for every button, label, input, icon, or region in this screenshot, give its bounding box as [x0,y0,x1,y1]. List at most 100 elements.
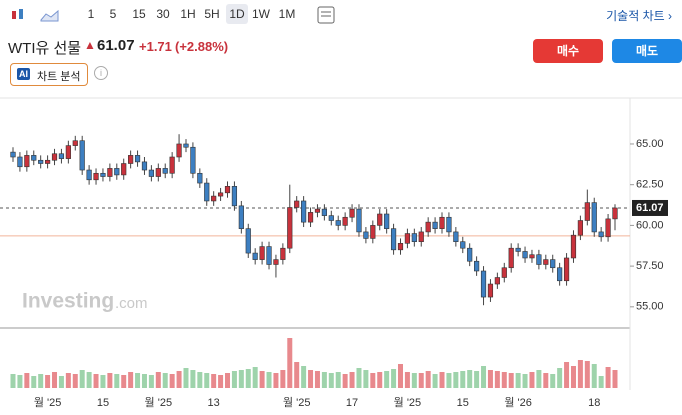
volume-bar [432,374,438,388]
volume-bar [259,371,265,388]
candle-body [51,153,58,161]
volume-bar [439,372,445,388]
interval-button[interactable]: 5 [109,7,117,21]
candle-body [38,159,44,164]
candle-body [169,156,175,174]
volume-bar [225,373,231,388]
x-tick-label: 월 '25 [145,396,173,409]
candle-body [44,159,51,164]
volume-bar [148,375,154,388]
candle-body [550,259,556,269]
candle-body [17,156,23,168]
candle-body [501,267,507,278]
volume-bar [487,370,493,388]
y-tick-label: 65.00 [636,138,664,150]
volume-bar [363,370,369,388]
volume-bar [273,373,279,388]
candle-body [287,207,293,249]
candle-body [356,208,362,233]
interval-button[interactable]: 1W [252,7,270,21]
technical-chart-link[interactable]: 기술적 차트 › [606,9,672,23]
volume-bar [128,372,134,388]
volume-bar [65,373,71,388]
volume-bar [197,372,203,388]
candle-icon[interactable] [10,7,26,23]
candle-body [557,267,563,282]
interval-button[interactable]: 5H [204,7,220,21]
candle-body [107,168,113,177]
last-price-label: 61.07 [636,202,664,214]
x-tick-label: 월 '25 [34,396,62,409]
candle-body [390,228,397,251]
analysis-button[interactable]: AI 차트 분석 [10,63,88,86]
watermark: Investing [22,290,114,313]
volume-bar [38,374,44,388]
volume-bar [377,372,383,388]
volume-bar [570,366,576,388]
interval-button[interactable]: 1H [180,7,196,21]
change: +1.71 [139,39,172,54]
candle-body [439,216,445,229]
candle-body [397,243,404,251]
volume-bar [612,370,618,388]
candle-body [522,251,528,259]
volume-bar [453,372,459,388]
volume-bar [577,360,583,388]
candle-body [508,247,514,269]
volume-bar [231,371,237,388]
candle-body [58,153,65,159]
interval-button[interactable]: 15 [132,7,146,21]
interval-button[interactable]: 1M [278,7,296,21]
sell-button[interactable]: 매도 [612,39,682,63]
candle-body [342,216,348,226]
layout-icon[interactable] [317,6,335,24]
interval-button[interactable]: 1 [87,7,95,21]
candle-body [31,155,37,161]
volume-bar [211,374,217,388]
area-icon[interactable] [40,7,60,23]
info-icon[interactable]: i [94,66,108,80]
interval-button[interactable]: 1D [226,4,248,24]
volume-bar [287,338,293,388]
volume-bar [356,368,362,388]
candle-body [480,270,487,298]
y-tick-label: 55.00 [636,301,664,313]
x-tick-label: 17 [346,397,358,409]
volume-bar [515,373,521,388]
candle-body [100,172,106,177]
candle-body [231,186,238,207]
volume-bar [508,373,514,388]
x-tick-label: 13 [208,397,220,409]
volume-bar [605,367,611,388]
y-tick-label: 62.50 [636,179,664,191]
volume-bar [467,370,473,388]
up-arrow: ▲ [84,38,96,52]
candle-body [529,254,535,259]
candle-body [245,228,251,254]
candle-body [307,212,314,223]
candle-body [349,208,355,218]
volume-bar [460,371,466,388]
candle-body [328,215,334,221]
buy-button[interactable]: 매수 [533,39,603,63]
candle-body [432,221,438,229]
candle-body [93,172,99,181]
interval-button[interactable]: 30 [156,7,170,21]
volume-bar [162,373,168,388]
volume-bar [294,362,300,388]
volume-bar [176,371,182,388]
candle-body [577,220,584,236]
candle-body [197,172,203,184]
volume-bar [481,366,487,388]
candle-body [494,277,500,285]
candle-body [294,200,300,208]
candle-body [273,259,279,265]
candle-body [79,140,85,171]
volume-bar [501,372,507,388]
volume-bar [141,374,147,388]
candle-body [446,216,452,233]
x-tick-label: 15 [97,397,109,409]
volume-bar [314,371,320,388]
volume-bar [79,370,85,388]
